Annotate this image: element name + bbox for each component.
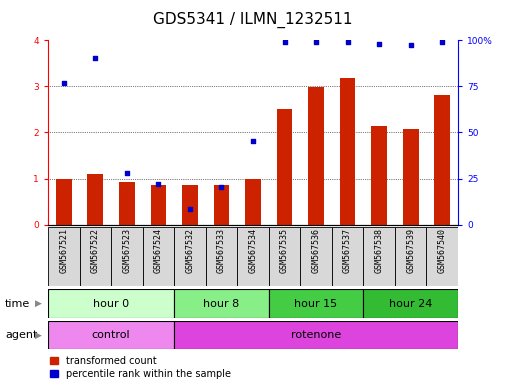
- Bar: [433, 95, 449, 225]
- Point: [374, 41, 382, 47]
- Bar: [363, 289, 457, 318]
- Text: GDS5341 / ILMN_1232511: GDS5341 / ILMN_1232511: [153, 12, 352, 28]
- Point: [406, 42, 414, 48]
- Bar: [308, 87, 323, 225]
- Point: [248, 138, 257, 144]
- Text: GSM567522: GSM567522: [91, 228, 99, 273]
- Text: control: control: [91, 330, 130, 340]
- Bar: [363, 227, 394, 286]
- Bar: [56, 179, 72, 225]
- Text: GSM567521: GSM567521: [59, 228, 68, 273]
- Text: GSM567535: GSM567535: [279, 228, 288, 273]
- Bar: [182, 185, 197, 225]
- Bar: [48, 227, 79, 286]
- Legend: transformed count, percentile rank within the sample: transformed count, percentile rank withi…: [50, 356, 230, 379]
- Bar: [111, 227, 142, 286]
- Bar: [276, 109, 292, 225]
- Point: [312, 39, 320, 45]
- Bar: [119, 182, 134, 225]
- Bar: [206, 227, 237, 286]
- Text: GSM567523: GSM567523: [122, 228, 131, 273]
- Text: ▶: ▶: [34, 299, 41, 308]
- Bar: [237, 227, 268, 286]
- Bar: [402, 129, 418, 225]
- Text: GSM567524: GSM567524: [154, 228, 163, 273]
- Text: GSM567532: GSM567532: [185, 228, 194, 273]
- Bar: [213, 185, 229, 225]
- Bar: [174, 289, 268, 318]
- Bar: [371, 126, 386, 225]
- Bar: [48, 321, 174, 349]
- Bar: [79, 227, 111, 286]
- Bar: [268, 227, 299, 286]
- Bar: [142, 227, 174, 286]
- Bar: [150, 185, 166, 225]
- Point: [123, 170, 131, 176]
- Text: GSM567533: GSM567533: [217, 228, 226, 273]
- Bar: [244, 179, 261, 225]
- Point: [437, 39, 445, 45]
- Bar: [394, 227, 426, 286]
- Bar: [268, 289, 363, 318]
- Text: GSM567540: GSM567540: [437, 228, 446, 273]
- Point: [154, 181, 162, 187]
- Text: hour 24: hour 24: [388, 298, 431, 309]
- Point: [185, 206, 193, 212]
- Text: GSM567537: GSM567537: [342, 228, 351, 273]
- Bar: [87, 174, 103, 225]
- Point: [91, 55, 99, 61]
- Text: GSM567534: GSM567534: [248, 228, 257, 273]
- Point: [343, 39, 351, 45]
- Text: ▶: ▶: [34, 331, 41, 339]
- Text: GSM567538: GSM567538: [374, 228, 383, 273]
- Point: [60, 79, 68, 86]
- Text: GSM567536: GSM567536: [311, 228, 320, 273]
- Text: time: time: [5, 298, 30, 309]
- Bar: [339, 78, 355, 225]
- Point: [217, 184, 225, 190]
- Bar: [331, 227, 363, 286]
- Bar: [426, 227, 457, 286]
- Text: hour 8: hour 8: [203, 298, 239, 309]
- Text: agent: agent: [5, 330, 37, 340]
- Point: [280, 39, 288, 45]
- Text: hour 0: hour 0: [93, 298, 129, 309]
- Bar: [174, 321, 457, 349]
- Text: hour 15: hour 15: [294, 298, 337, 309]
- Bar: [174, 227, 206, 286]
- Bar: [299, 227, 331, 286]
- Bar: [48, 289, 174, 318]
- Text: GSM567539: GSM567539: [406, 228, 414, 273]
- Text: rotenone: rotenone: [290, 330, 340, 340]
